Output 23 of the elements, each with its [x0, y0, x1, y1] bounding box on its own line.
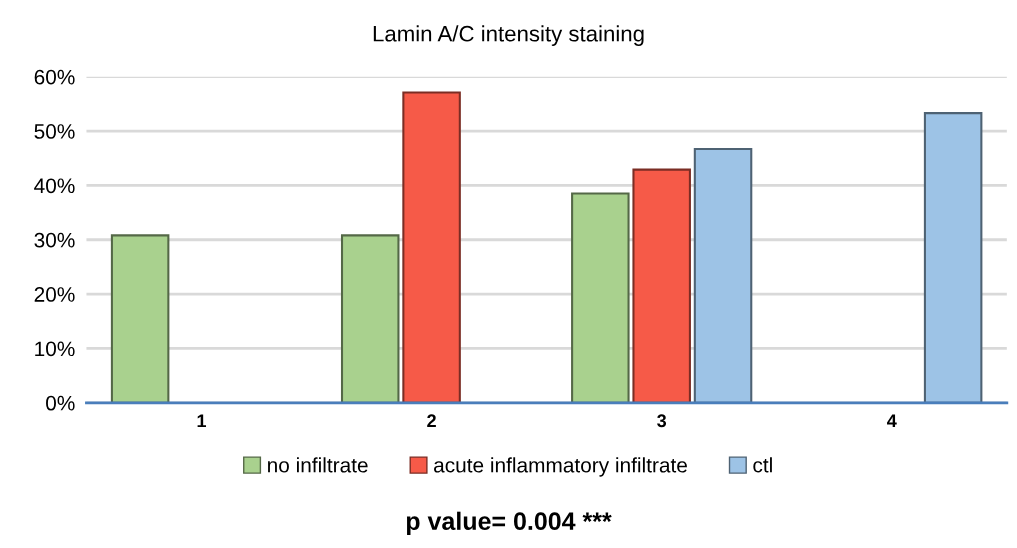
x-tick-label: 4: [887, 414, 897, 427]
bar: [693, 147, 753, 403]
y-tick-label: 0%: [46, 395, 75, 411]
x-tick-label: 3: [657, 414, 667, 428]
legend-label: ctl: [753, 457, 772, 473]
bar: [923, 112, 983, 403]
y-tick-label: 50%: [34, 124, 75, 139]
bar: [110, 234, 170, 403]
bar: [571, 192, 630, 403]
y-tick-label: 40%: [34, 178, 75, 194]
x-tick-label: 1: [197, 414, 207, 427]
bar: [340, 234, 400, 403]
y-tick-label: 20%: [34, 287, 75, 302]
x-tick-label: 2: [427, 414, 436, 427]
legend-label: no infiltrate: [268, 457, 368, 473]
text: p value= 0.004 ***: [406, 511, 612, 535]
y-tick-label: 10%: [35, 341, 75, 357]
legend-label: acute inflammatory infiltrate: [434, 457, 687, 477]
bar: [402, 91, 461, 403]
chart-title: Lamin A/C intensity staining: [373, 25, 644, 46]
y-tick-label: 30%: [34, 232, 75, 248]
y-tick-label: 60%: [34, 69, 75, 85]
bar: [632, 168, 691, 403]
